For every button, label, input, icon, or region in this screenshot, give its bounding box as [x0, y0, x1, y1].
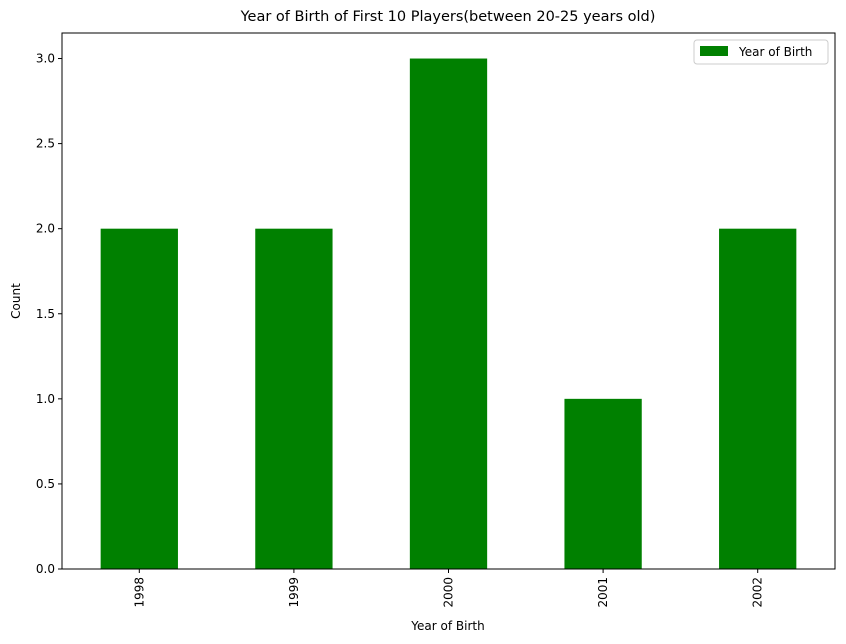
bar-1998 — [100, 228, 178, 569]
bar-1999 — [255, 228, 333, 569]
y-tick-label: 2.0 — [36, 222, 55, 236]
y-tick-label: 0.0 — [36, 562, 55, 576]
x-tick-label: 1998 — [132, 577, 146, 608]
x-tick-label: 1999 — [287, 577, 301, 608]
x-tick-label: 2001 — [596, 577, 610, 608]
y-tick-label: 1.5 — [36, 307, 55, 321]
bar-2001 — [564, 398, 642, 569]
x-tick-label: 2000 — [442, 577, 456, 608]
bars-group — [100, 58, 797, 570]
y-ticks-group: 0.0 0.5 1.0 1.5 2.0 2.5 3.0 — [36, 52, 62, 576]
y-tick-label: 0.5 — [36, 477, 55, 491]
y-tick-label: 1.0 — [36, 392, 55, 406]
bar-2002 — [719, 228, 797, 569]
bar-2000 — [409, 58, 488, 570]
legend-label: Year of Birth — [738, 45, 812, 59]
y-tick-label: 3.0 — [36, 52, 55, 66]
x-tick-label: 2002 — [751, 577, 765, 608]
chart-title: Year of Birth of First 10 Players(betwee… — [240, 9, 656, 25]
x-axis-label: Year of Birth — [410, 619, 484, 633]
legend: Year of Birth — [693, 39, 829, 65]
y-axis-label: Count — [9, 283, 23, 319]
y-tick-label: 2.5 — [36, 137, 55, 151]
x-ticks-group: 1998 1999 2000 2001 2002 — [132, 569, 765, 608]
plot-frame — [61, 32, 836, 570]
legend-swatch — [700, 46, 728, 56]
